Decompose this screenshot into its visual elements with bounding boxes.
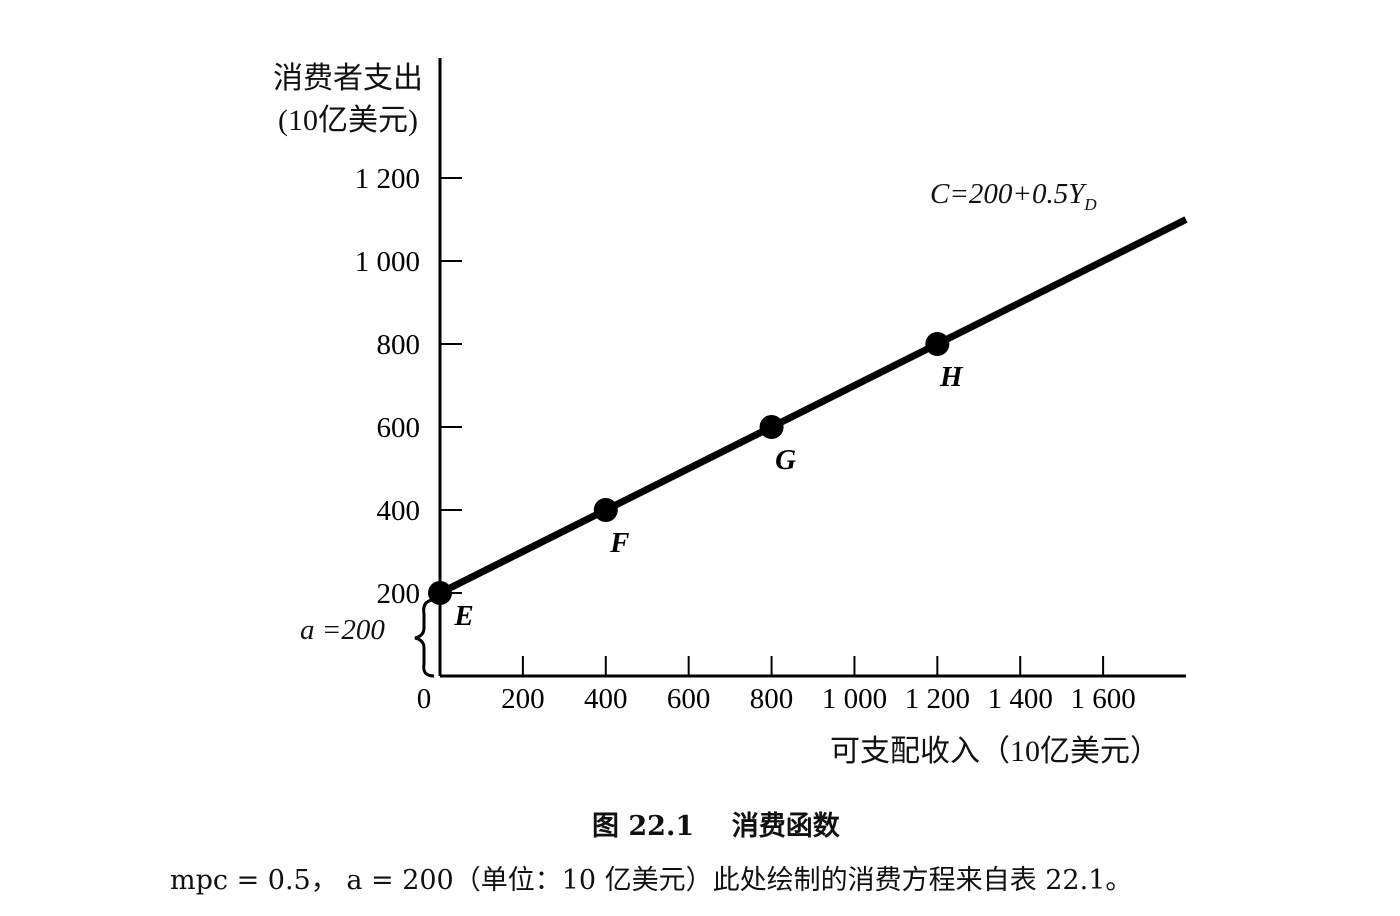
figure-caption-note: mpc = 0.5， a = 200（单位：10 亿美元）此处绘制的消费方程来自… xyxy=(170,865,1133,896)
point-h xyxy=(925,332,950,356)
intercept-brace xyxy=(414,598,435,678)
y-tick-label: 200 xyxy=(377,578,421,610)
point-label-e: E xyxy=(453,600,473,632)
tick-labels: 0 200 400 600 800 1 000 1 200 1 400 1 600 200 400 6… xyxy=(355,163,1136,715)
figure-title: 消费函数 xyxy=(731,811,840,842)
x-tick-label: 400 xyxy=(584,683,628,715)
point-e xyxy=(428,581,452,605)
axes xyxy=(438,58,1186,678)
point-label-f: F xyxy=(609,527,629,559)
consumption-line xyxy=(438,216,1188,597)
x-tick-label: 1 200 xyxy=(905,683,970,715)
equation-text: C=200+0.5Y xyxy=(930,178,1085,210)
y-axis-label-line2: (10亿美元) xyxy=(278,104,418,137)
y-tick-label: 1 000 xyxy=(355,246,420,278)
point-f xyxy=(593,498,618,522)
series xyxy=(438,216,1188,597)
intercept-annotation: a =200 xyxy=(300,614,385,646)
y-axis-label: 消费者支出 (10亿美元) xyxy=(260,58,436,142)
x-tick-label: 800 xyxy=(750,683,794,715)
equation-label: C=200+0.5YD xyxy=(930,178,1097,215)
point-label-h: H xyxy=(939,361,964,393)
y-tick-label: 400 xyxy=(377,495,421,527)
point-g xyxy=(759,415,784,439)
points: E F G H xyxy=(428,332,964,632)
x-tick-label: 1 400 xyxy=(988,683,1053,715)
y-tick-label: 800 xyxy=(377,329,421,361)
figure-label: 图 22.1 xyxy=(592,811,695,842)
equation-subscript: D xyxy=(1084,194,1097,214)
x-tick-label: 0 xyxy=(417,683,432,715)
x-tick-label: 1 600 xyxy=(1070,683,1135,715)
y-tick-label: 600 xyxy=(377,412,421,444)
x-tick-label: 600 xyxy=(667,683,711,715)
point-label-g: G xyxy=(775,444,796,476)
x-tick-label: 200 xyxy=(501,683,545,715)
x-tick-label: 1 000 xyxy=(822,683,887,715)
figure-caption-title: 图 22.1 消费函数 xyxy=(592,804,840,843)
y-tick-label: 1 200 xyxy=(355,163,420,195)
x-axis-label: 可支配收入（10亿美元） xyxy=(830,735,1160,768)
y-axis-label-line1: 消费者支出 xyxy=(273,62,423,95)
